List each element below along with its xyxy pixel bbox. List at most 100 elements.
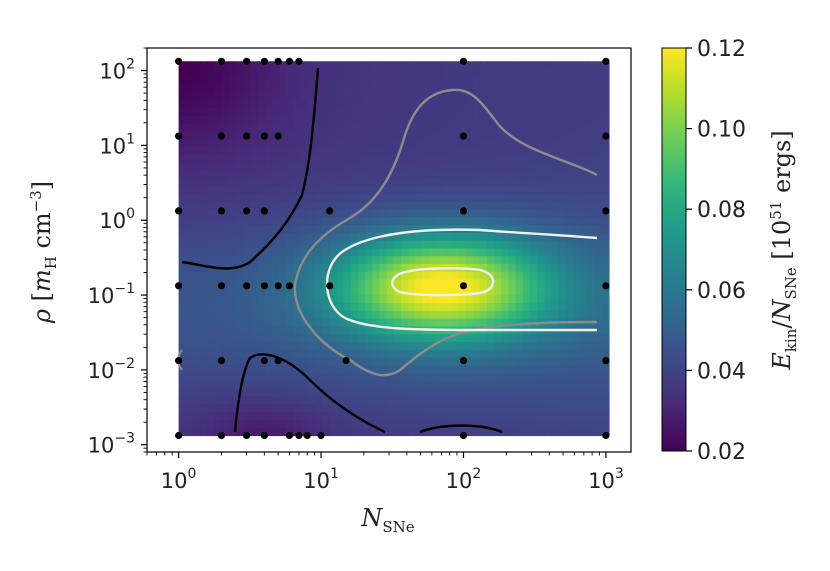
heatmap-cell [386, 108, 395, 117]
heatmap-cell [279, 92, 287, 101]
heatmap-cell [214, 341, 223, 351]
heatmap-cell [601, 154, 610, 164]
heatmap-cell [271, 256, 280, 265]
heatmap-cell [336, 357, 345, 366]
heatmap-cell [329, 427, 337, 437]
heatmap-cell [279, 318, 287, 327]
heatmap-cell [200, 373, 208, 382]
heatmap-cell [408, 92, 416, 101]
heatmap-cell [286, 373, 294, 382]
heatmap-cell [415, 263, 424, 273]
heatmap-cell [307, 419, 316, 429]
heatmap-cell [357, 404, 366, 413]
heatmap-cell [494, 302, 502, 312]
heatmap-cell [436, 178, 445, 187]
heatmap-cell [565, 139, 574, 148]
heatmap-cell [300, 271, 309, 281]
heatmap-cell [558, 84, 567, 94]
heatmap-cell [279, 232, 287, 242]
heatmap-cell [551, 357, 560, 366]
heatmap-cell [472, 341, 481, 351]
heatmap-cell [537, 76, 545, 86]
heatmap-cell [408, 100, 416, 109]
heatmap-cell [443, 419, 452, 429]
heatmap-cell [458, 302, 467, 312]
heatmap-cell [300, 427, 309, 437]
heatmap-cell [487, 419, 495, 429]
heatmap-cell [307, 365, 316, 374]
heatmap-cell [228, 84, 237, 94]
heatmap-cell [558, 162, 567, 172]
heatmap-cell [436, 139, 445, 148]
heatmap-cell [200, 412, 208, 421]
heatmap-cell [494, 388, 502, 398]
heatmap-cell [228, 279, 237, 288]
heatmap-cell [329, 100, 337, 109]
heatmap-cell [429, 256, 438, 265]
heatmap-cell [372, 108, 381, 117]
heatmap-cell [185, 271, 194, 281]
heatmap-cell [458, 271, 467, 281]
heatmap-cell [343, 224, 352, 234]
heatmap-cell [235, 263, 244, 273]
heatmap-cell [422, 318, 431, 327]
heatmap-cell [537, 380, 545, 390]
heatmap-cell [372, 69, 381, 78]
heatmap-cell [221, 201, 230, 210]
heatmap-cell [558, 334, 567, 343]
heatmap-cell [257, 217, 266, 226]
heatmap-cell [372, 263, 381, 273]
heatmap-cell [436, 92, 445, 101]
heatmap-cell [601, 271, 610, 281]
heatmap-cell [479, 271, 488, 281]
heatmap-cell [178, 334, 187, 343]
heatmap-cell [573, 131, 581, 140]
heatmap-cell [443, 388, 452, 398]
heatmap-cell [185, 240, 194, 249]
heatmap-cell [271, 115, 280, 125]
contour-black-lower [233, 353, 386, 434]
heatmap-cell [336, 232, 345, 242]
heatmap-cell [530, 193, 538, 203]
heatmap-cell [594, 92, 603, 101]
heatmap-cell [207, 178, 216, 187]
heatmap-cell [565, 115, 574, 125]
heatmap-cell [515, 224, 524, 234]
heatmap-cell [522, 170, 531, 179]
heatmap-cell [379, 419, 388, 429]
heatmap-cell [322, 412, 330, 421]
heatmap-cell [551, 139, 560, 148]
heatmap-cell [537, 131, 545, 140]
heatmap-cell [494, 396, 502, 405]
x-tick-label: 101 [303, 466, 339, 493]
heatmap-cell [494, 380, 502, 390]
heatmap-cell [465, 209, 474, 218]
heatmap-cell [200, 217, 208, 226]
heatmap-cell [573, 287, 581, 296]
heatmap-cell [458, 123, 467, 133]
heatmap-cell [451, 147, 459, 156]
heatmap-cell [530, 357, 538, 366]
heatmap-cell [551, 209, 560, 218]
heatmap-cell [544, 295, 553, 304]
heatmap-cell [393, 373, 402, 382]
heatmap-cell [343, 217, 352, 226]
heatmap-cell [451, 279, 459, 288]
heatmap-cell [558, 193, 567, 203]
heatmap-cell [235, 162, 244, 172]
heatmap-cell [300, 310, 309, 320]
heatmap-cell [235, 341, 244, 351]
heatmap-cell [200, 365, 208, 374]
heatmap-cell [372, 170, 381, 179]
heatmap-cell [293, 131, 302, 140]
heatmap-cell [365, 100, 373, 109]
heatmap-cell [429, 295, 438, 304]
heatmap-cell [472, 248, 481, 257]
sample-point [459, 357, 468, 365]
heatmap-cell [580, 193, 589, 203]
heatmap-cell [200, 69, 208, 78]
heatmap-cell [322, 404, 330, 413]
heatmap-cell [458, 419, 467, 429]
heatmap-cell [386, 396, 395, 405]
